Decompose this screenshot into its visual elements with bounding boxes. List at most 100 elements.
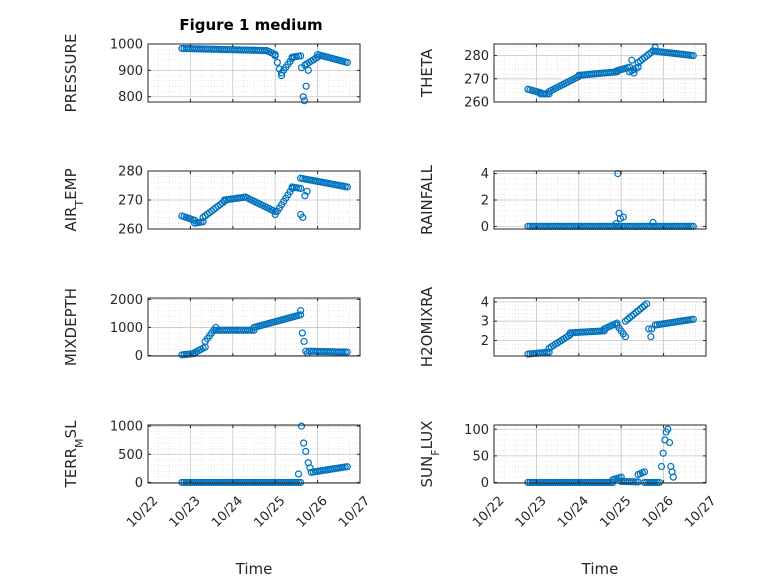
plot-area bbox=[494, 298, 706, 356]
x-tick-label: 10/22 bbox=[124, 494, 161, 531]
y-tick-label: 3 bbox=[481, 315, 489, 330]
data-point bbox=[647, 333, 655, 341]
y-axis-label: THETA bbox=[418, 48, 436, 98]
x-tick-label: 10/24 bbox=[555, 494, 592, 531]
data-point bbox=[636, 305, 644, 313]
subplot-4: 0 2 4 RAINFALL bbox=[418, 164, 707, 235]
subplot-8: 0 50 100 SUNFLUX 10/22 10/23 10/24 10/25 10/26 10… bbox=[418, 421, 719, 578]
y-axis-label: RAINFALL bbox=[418, 164, 436, 235]
data-point bbox=[640, 468, 649, 476]
data-point bbox=[653, 478, 661, 487]
data-point bbox=[292, 478, 300, 487]
y-tick-label: 280 bbox=[464, 49, 489, 64]
data-point bbox=[645, 325, 653, 333]
data-point bbox=[655, 478, 663, 487]
data-point bbox=[343, 463, 351, 471]
y-axis-label: H2OMIXRA bbox=[418, 286, 436, 367]
y-tick-label: 900 bbox=[118, 64, 143, 79]
data-point bbox=[623, 315, 632, 324]
y-tick-label: 0 bbox=[135, 349, 143, 364]
data-point bbox=[301, 192, 309, 200]
data-point bbox=[343, 348, 351, 356]
y-tick-label: 2 bbox=[481, 194, 489, 209]
data-point bbox=[273, 58, 281, 67]
x-tick-label: 10/23 bbox=[167, 494, 204, 531]
subplot-6: 2 3 4 H2OMIXRA bbox=[418, 286, 707, 367]
axes-box bbox=[147, 43, 361, 103]
data-series bbox=[178, 422, 351, 487]
y-tick-label: 4 bbox=[481, 167, 489, 182]
y-axis-label: PRESSURE bbox=[62, 34, 80, 113]
y-tick-label: 0 bbox=[135, 476, 143, 491]
y-tick-label: 260 bbox=[118, 223, 143, 238]
subplot-1: 800 900 1000 PRESSURE bbox=[62, 34, 361, 113]
data-series bbox=[524, 43, 697, 98]
data-point bbox=[199, 218, 207, 226]
data-point bbox=[297, 307, 305, 315]
data-point bbox=[297, 311, 305, 319]
y-axis-label: AIRTEMP bbox=[62, 168, 86, 231]
data-point bbox=[297, 52, 305, 60]
axes-box bbox=[493, 43, 707, 103]
data-series bbox=[524, 425, 677, 487]
data-point bbox=[300, 337, 308, 346]
y-tick-label: 100 bbox=[464, 423, 489, 438]
data-point bbox=[621, 317, 630, 325]
data-point bbox=[626, 314, 634, 322]
data-point bbox=[298, 329, 306, 337]
data-point bbox=[297, 422, 306, 430]
data-point bbox=[271, 52, 279, 60]
data-point bbox=[632, 308, 640, 317]
data-series bbox=[178, 174, 351, 227]
plot-area bbox=[494, 44, 706, 102]
y-axis-label: MIXDEPTH bbox=[62, 288, 80, 366]
data-point bbox=[302, 447, 310, 456]
data-point bbox=[628, 312, 636, 320]
data-point bbox=[275, 65, 284, 73]
y-tick-label: 260 bbox=[464, 96, 489, 111]
data-point bbox=[643, 300, 651, 308]
data-point bbox=[664, 425, 672, 433]
subplot-2: 260 270 280 THETA bbox=[418, 43, 707, 111]
axes-box bbox=[493, 424, 707, 484]
data-point bbox=[669, 473, 677, 481]
data-point bbox=[339, 348, 347, 356]
subplot-7: 0 500 1000 TERRMSL 10/22 10/23 10/24 10/25 10/26… bbox=[62, 420, 373, 578]
data-point bbox=[304, 66, 312, 74]
data-point bbox=[648, 325, 656, 333]
data-series bbox=[178, 307, 351, 359]
data-point bbox=[297, 478, 305, 487]
data-point bbox=[630, 69, 638, 77]
data-point bbox=[343, 183, 351, 191]
subplot-3: 260 270 280 AIRTEMP bbox=[62, 165, 361, 238]
y-tick-label: 1000 bbox=[110, 38, 143, 53]
data-point bbox=[343, 58, 351, 67]
x-tick-label: 10/25 bbox=[251, 494, 288, 531]
data-point bbox=[621, 333, 630, 341]
data-point bbox=[638, 303, 647, 311]
x-tick-label: 10/26 bbox=[640, 494, 677, 531]
data-point bbox=[302, 82, 310, 90]
y-tick-label: 1000 bbox=[110, 321, 143, 336]
data-point bbox=[659, 449, 667, 457]
data-point bbox=[651, 478, 659, 487]
data-point bbox=[649, 218, 657, 227]
data-point bbox=[630, 310, 638, 318]
x-axis-label: Time bbox=[581, 560, 619, 578]
x-axis-label: Time bbox=[235, 560, 273, 578]
x-tick-label: 10/27 bbox=[336, 494, 373, 531]
y-tick-label: 270 bbox=[464, 72, 489, 87]
data-point bbox=[297, 184, 305, 192]
y-tick-label: 800 bbox=[118, 90, 143, 105]
y-tick-label: 4 bbox=[481, 295, 489, 310]
x-tick-label: 10/24 bbox=[209, 494, 246, 531]
data-point bbox=[299, 93, 307, 101]
data-point bbox=[657, 462, 666, 471]
data-point bbox=[619, 213, 627, 221]
y-tick-label: 0 bbox=[481, 476, 489, 491]
y-tick-label: 500 bbox=[118, 448, 143, 463]
x-tick-label: 10/27 bbox=[682, 494, 719, 531]
y-tick-label: 1000 bbox=[110, 420, 143, 435]
data-point bbox=[294, 470, 303, 478]
